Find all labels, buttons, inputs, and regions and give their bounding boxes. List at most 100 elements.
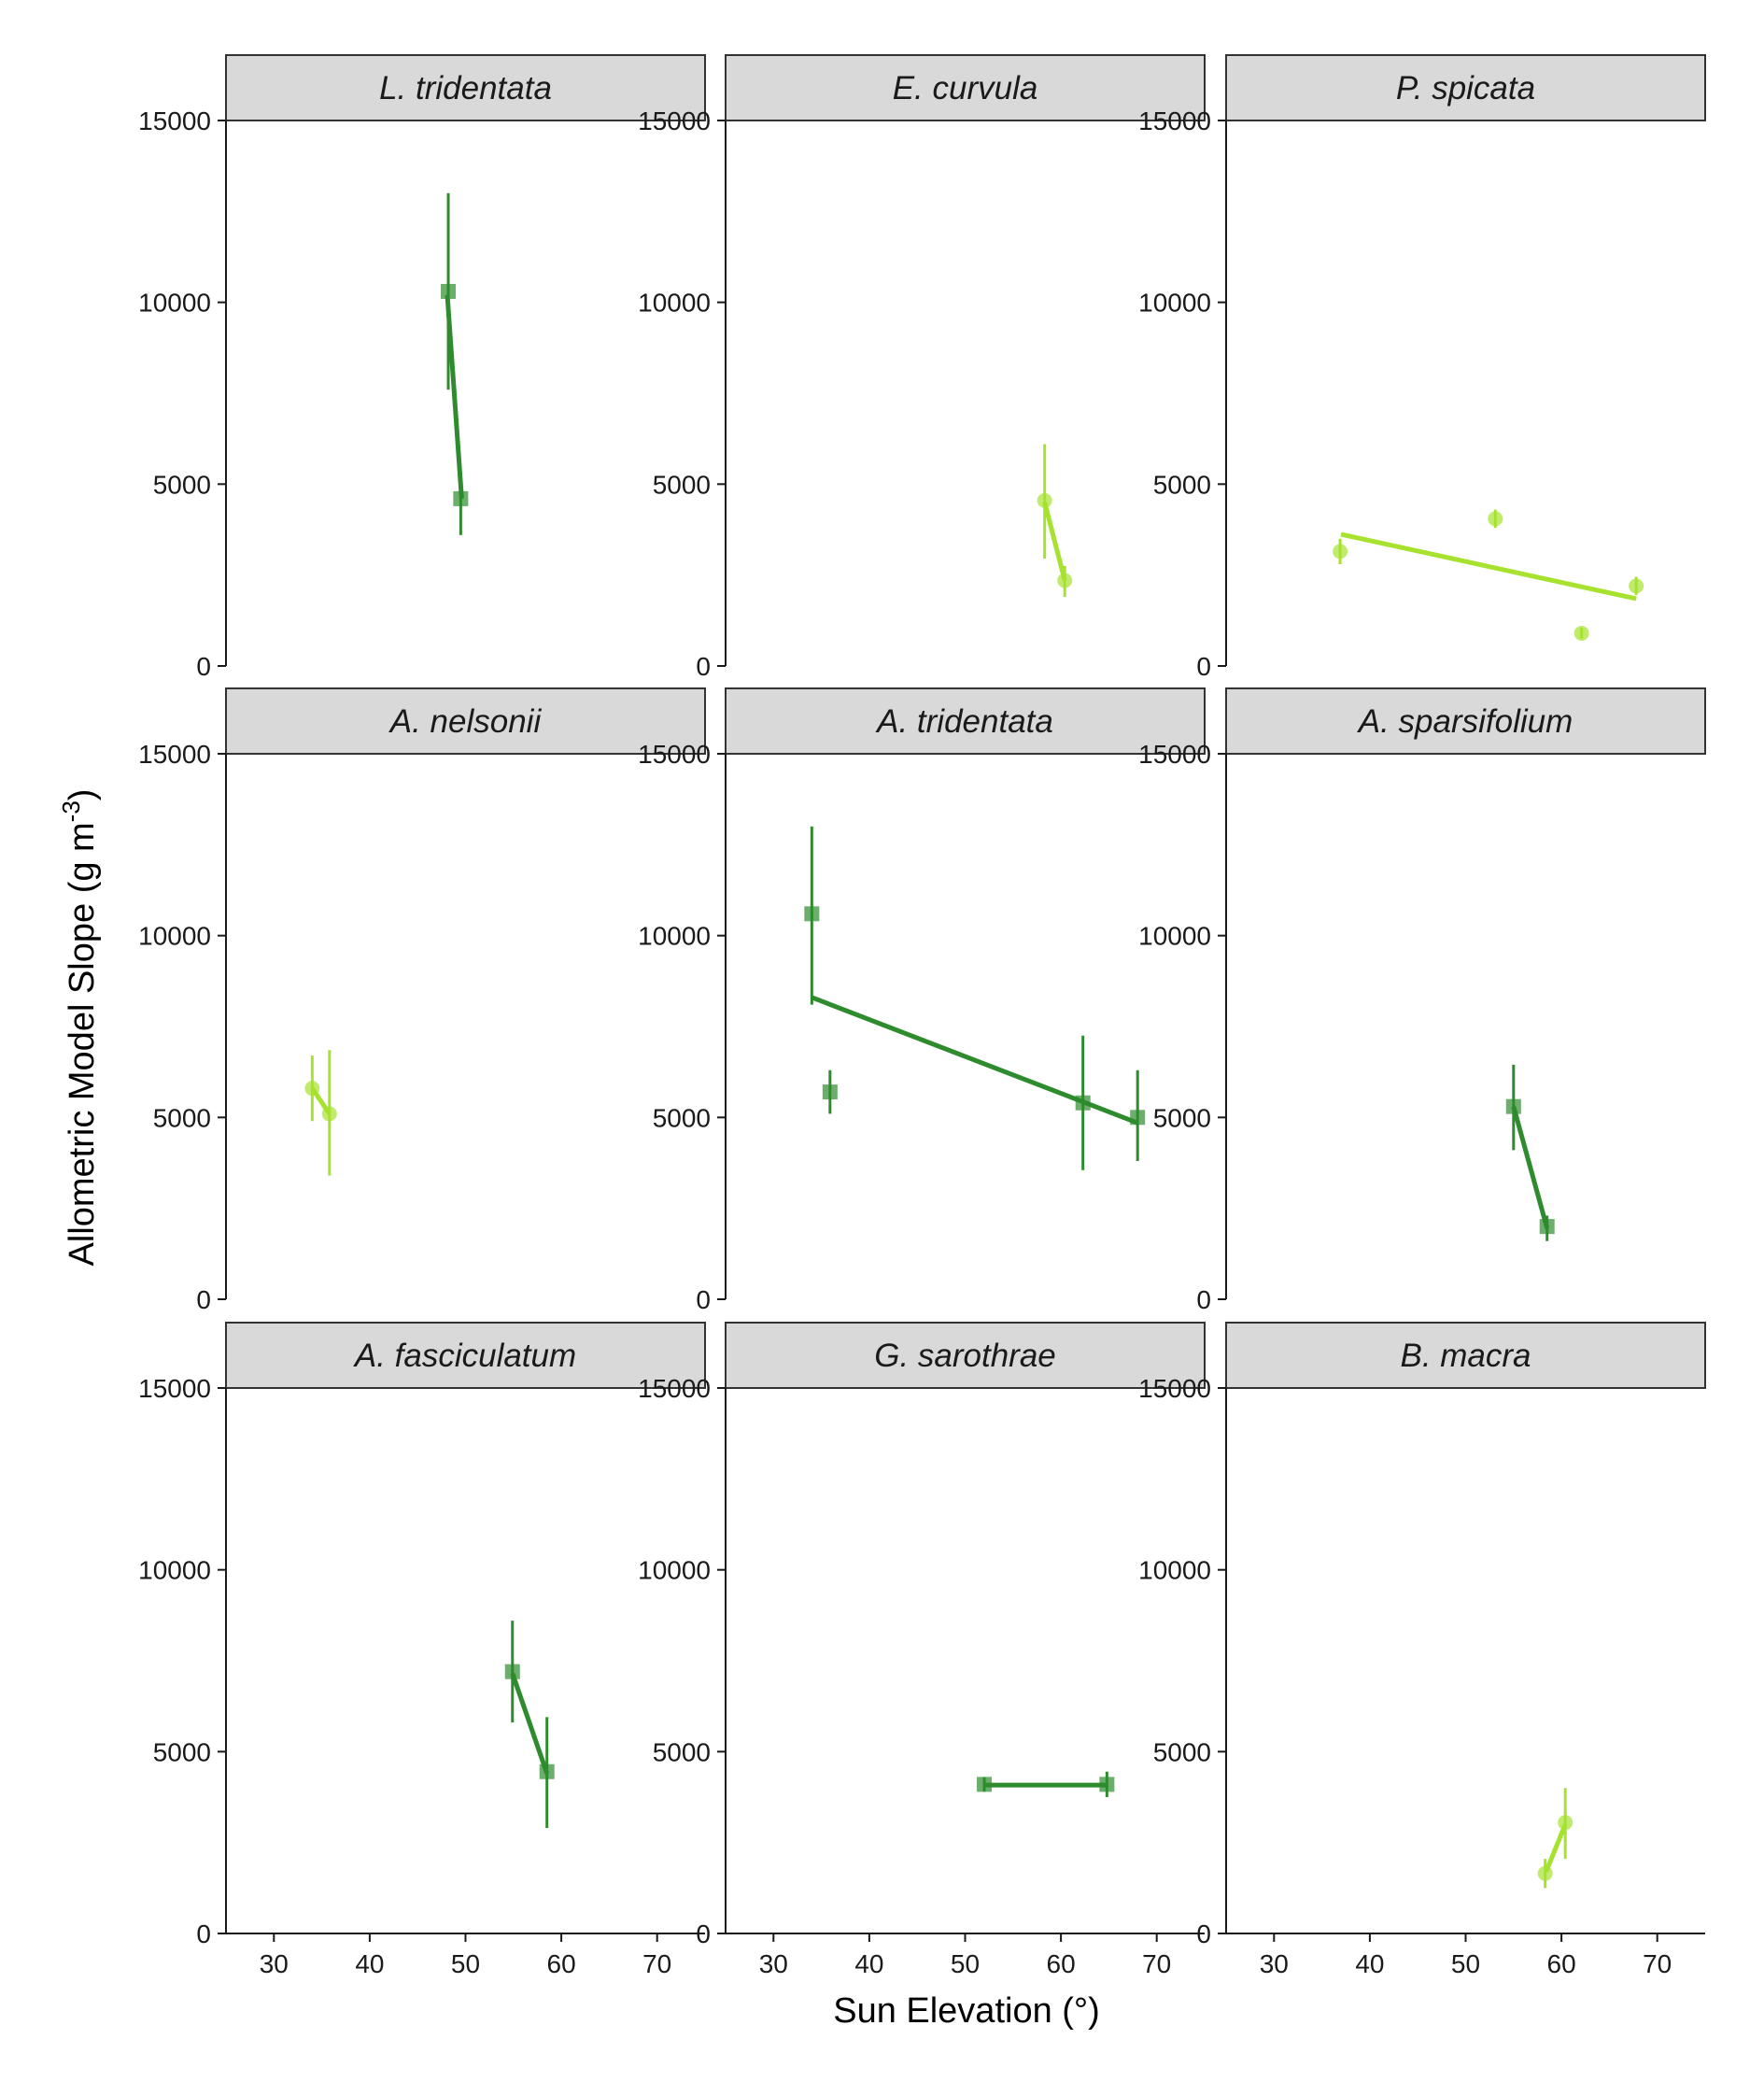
data-point [822,1084,838,1100]
facet-panel: G. sarothrae 0 5000 10000 15000 30 40 50 60 70 [638,1322,1206,1978]
data-point [304,1081,320,1097]
data-point [504,1664,520,1679]
facet-strip [725,1322,1206,1389]
data-point [1075,1095,1091,1111]
y-tick-label: 15000 [138,740,211,769]
facet-strip [225,54,706,121]
facet-panel: A. fasciculatum 0 5000 10000 15000 30 40 50 60 70 [138,1322,706,1978]
y-axis-title: Allometric Model Slope (g m-3) [57,789,102,1267]
facet-strip-label: E. curvula [893,70,1038,106]
y-tick-label: 5000 [1153,1103,1211,1132]
data-point [539,1763,555,1779]
y-tick-label: 0 [1196,652,1211,681]
facet-strip-label: L. tridentata [379,70,552,106]
data-point [321,1106,337,1122]
data-point [453,490,469,506]
y-tick-label: 15000 [638,1374,711,1403]
fit-line [1340,531,1637,602]
facet-strip [1225,687,1706,755]
data-point [1573,625,1589,641]
facet-panel: A. nelsonii 0 5000 10000 15000 [138,687,706,1314]
y-tick-label: 0 [196,1285,211,1314]
y-tick-label: 0 [196,652,211,681]
y-tick-label: 15000 [638,740,711,769]
y-tick-label: 10000 [1138,922,1211,951]
x-tick-label: 50 [951,1949,980,1978]
y-tick-label: 5000 [653,1737,711,1766]
y-tick-label: 10000 [638,289,711,318]
facet-strip [1225,54,1706,121]
data-point [1537,1865,1553,1881]
data-point [1488,511,1503,527]
data-point [1558,1815,1573,1831]
y-tick-label: 15000 [138,106,211,135]
y-tick-label: 15000 [138,1374,211,1403]
facet-strip-label: P. spicata [1396,70,1535,106]
facet-strip [725,54,1206,121]
y-tick-label: 15000 [1138,106,1211,135]
facet-strip [225,1322,706,1389]
x-tick-label: 40 [355,1949,384,1978]
facet-panel: A. sparsifolium 0 5000 10000 15000 [1138,687,1706,1314]
data-point [441,283,457,299]
fit-line [1511,1105,1550,1229]
y-tick-label: 0 [696,1285,711,1314]
y-tick-label: 0 [1196,1919,1211,1948]
y-tick-label: 0 [696,652,711,681]
data-point [1037,492,1052,508]
y-tick-label: 5000 [153,1737,211,1766]
y-tick-label: 15000 [1138,740,1211,769]
x-tick-label: 50 [1451,1949,1480,1978]
facet-strip [725,687,1206,755]
facet-strip-label: A. sparsifolium [1357,703,1573,740]
fit-line [445,294,464,500]
x-tick-label: 30 [759,1949,788,1978]
facet-strip [1225,1322,1706,1389]
y-axis-title-end: ) [63,789,102,801]
x-tick-label: 40 [854,1949,883,1978]
y-tick-label: 5000 [653,1103,711,1132]
data-point [804,906,820,922]
x-tick-label: 30 [1260,1949,1289,1978]
facet-panel: L. tridentata 0 5000 10000 15000 [138,54,706,681]
x-axis-title: Sun Elevation (°) [833,1991,1100,2031]
facet-panel: B. macra 0 5000 10000 15000 30 40 50 60 70 [1138,1322,1706,1978]
y-tick-label: 5000 [153,470,211,499]
facet-strip-label: A. nelsonii [388,703,543,740]
data-point [1057,573,1073,588]
data-point [1505,1098,1521,1114]
facet-panel: P. spicata 0 5000 10000 15000 [1138,54,1706,681]
y-tick-label: 5000 [1153,1737,1211,1766]
y-axis-title-superscript: -3 [57,800,85,822]
facet-strip-label: A. tridentata [875,703,1053,740]
x-tick-label: 30 [260,1949,289,1978]
facet-strip-label: G. sarothrae [874,1338,1056,1374]
fit-line [510,1672,550,1775]
x-tick-label: 70 [1142,1949,1171,1978]
fit-line [1544,1823,1568,1873]
data-point [1539,1219,1555,1235]
y-tick-label: 0 [696,1919,711,1948]
y-tick-label: 10000 [1138,289,1211,318]
facet-strip-label: A. fasciculatum [353,1338,576,1374]
data-point [1099,1777,1115,1792]
y-tick-label: 10000 [1138,1556,1211,1585]
x-tick-label: 40 [1355,1949,1384,1978]
y-tick-label: 10000 [138,1556,211,1585]
data-point [977,1777,993,1792]
y-tick-label: 5000 [153,1103,211,1132]
fit-line [1042,502,1067,582]
y-tick-label: 10000 [638,922,711,951]
x-tick-label: 60 [1047,1949,1076,1978]
data-point [1130,1110,1146,1126]
y-tick-label: 10000 [138,922,211,951]
y-tick-label: 0 [1196,1285,1211,1314]
facet-panel: E. curvula 0 5000 10000 15000 [638,54,1206,681]
y-tick-label: 5000 [653,470,711,499]
x-tick-label: 50 [451,1949,480,1978]
x-tick-label: 60 [1547,1949,1576,1978]
facet-panel: A. tridentata 0 5000 10000 15000 [638,687,1206,1314]
facet-strip-label: B. macra [1400,1338,1531,1374]
y-tick-label: 15000 [1138,1374,1211,1403]
